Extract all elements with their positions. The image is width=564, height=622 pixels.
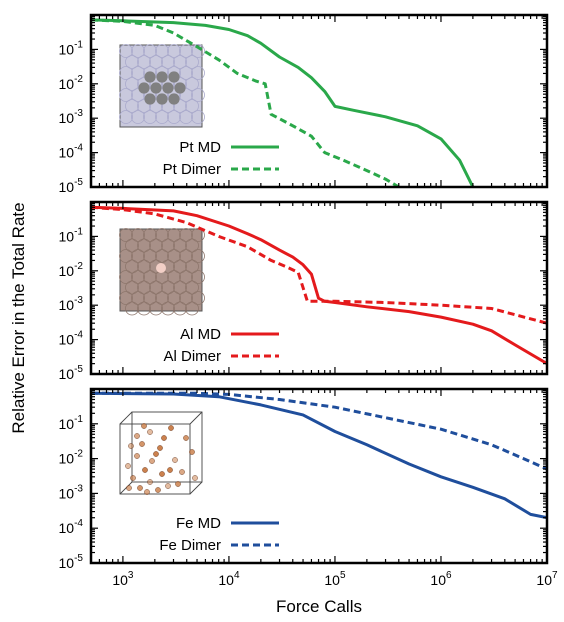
- y-axis-title: Relative Error in the Total Rate: [9, 202, 28, 433]
- y-tick-label: 10-1: [59, 39, 84, 57]
- x-tick-label: 105: [324, 570, 346, 588]
- inset-fe-box: [119, 411, 203, 495]
- y-tick-label: 10-5: [59, 177, 84, 195]
- legend-label: Al MD: [180, 326, 221, 343]
- series-al-md: [91, 205, 547, 365]
- x-tick-label: 104: [218, 570, 240, 588]
- series-pt-md: [91, 18, 475, 187]
- legend-label: Pt Dimer: [163, 161, 221, 178]
- y-tick-label: 10-4: [59, 143, 84, 161]
- series-fe-md: [91, 391, 547, 520]
- y-tick-label: 10-5: [59, 364, 84, 382]
- inset-pt-lattice: [119, 44, 205, 128]
- panel-fe: 10-1 10-2 10-3 10-4 10-5 Fe MD Fe Dimer: [59, 387, 549, 571]
- panel-pt: 10-1 10-2 10-3 10-4 10-5 Pt MD Pt Dimer: [59, 13, 549, 195]
- y-tick-label: 10-1: [59, 414, 84, 432]
- inset-al-lattice: [119, 228, 205, 316]
- x-tick-label: 106: [430, 570, 452, 588]
- y-tick-label: 10-2: [59, 74, 84, 92]
- series-al-dimer: [91, 205, 547, 325]
- x-tick-labels: 103 104 105 106 107: [112, 570, 558, 588]
- y-tick-label: 10-3: [59, 295, 84, 313]
- legend-label: Fe MD: [176, 515, 221, 532]
- legend-label: Fe Dimer: [159, 537, 221, 554]
- series-fe-dimer: [91, 391, 547, 471]
- x-tick-label: 103: [112, 570, 134, 588]
- panel-al: 10-1 10-2 10-3 10-4 10-5 Al MD Al Dimer: [59, 200, 549, 382]
- legend-label: Al Dimer: [163, 348, 221, 365]
- y-tick-label: 10-3: [59, 483, 84, 501]
- y-tick-label: 10-2: [59, 449, 84, 467]
- y-tick-label: 10-4: [59, 330, 84, 348]
- y-tick-label: 10-3: [59, 108, 84, 126]
- y-tick-label: 10-4: [59, 518, 84, 536]
- x-tick-label: 107: [536, 570, 558, 588]
- series-pt-dimer: [91, 18, 400, 187]
- y-tick-label: 10-2: [59, 261, 84, 279]
- y-tick-label: 10-5: [59, 553, 84, 571]
- legend-label: Pt MD: [179, 139, 221, 156]
- y-tick-label: 10-1: [59, 226, 84, 244]
- x-axis-title: Force Calls: [276, 597, 362, 616]
